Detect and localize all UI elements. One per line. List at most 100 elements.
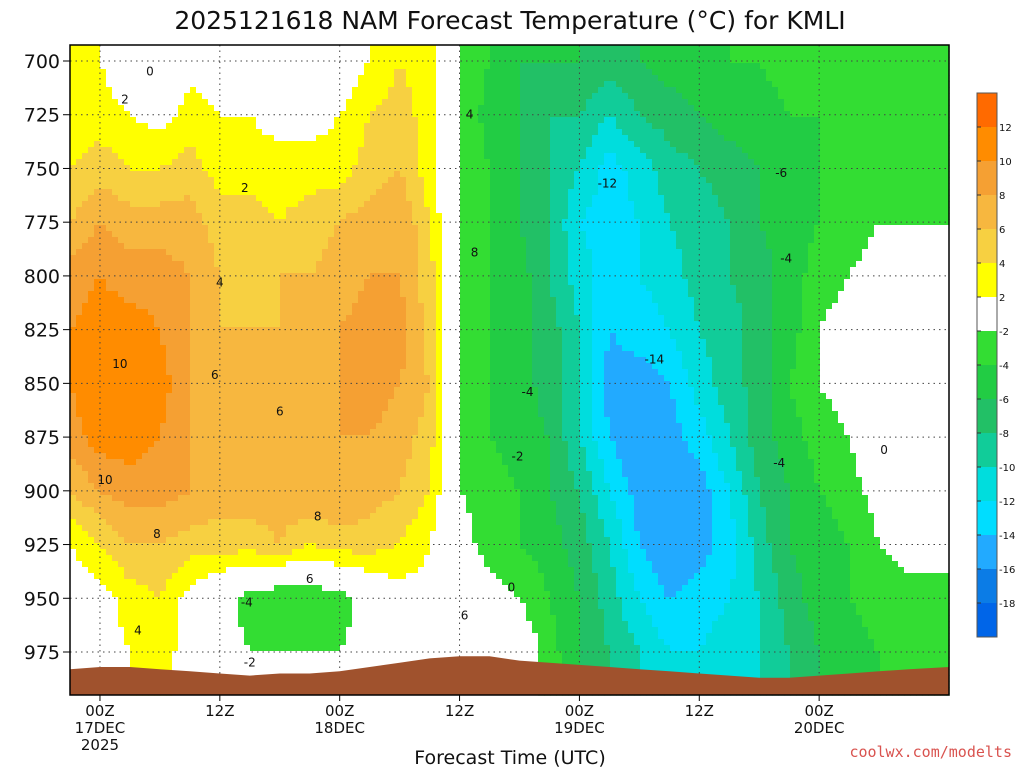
temperature-cell (340, 519, 347, 526)
temperature-cell (88, 237, 95, 244)
temperature-cell (76, 195, 83, 202)
temperature-cell (220, 129, 227, 136)
temperature-cell (280, 369, 287, 376)
temperature-cell (232, 189, 239, 196)
temperature-cell (106, 411, 113, 418)
temperature-cell (70, 411, 77, 418)
temperature-cell (94, 171, 101, 178)
temperature-cell (250, 453, 257, 460)
temperature-cell (94, 513, 101, 520)
temperature-cell (112, 135, 119, 142)
temperature-cell (214, 609, 221, 616)
temperature-cell (304, 75, 311, 82)
temperature-cell (268, 561, 275, 568)
temperature-cell (298, 381, 305, 388)
temperature-cell (340, 363, 347, 370)
temperature-cell (340, 339, 347, 346)
temperature-cell (256, 627, 263, 634)
temperature-cell (94, 45, 101, 52)
temperature-cell (166, 585, 173, 592)
temperature-cell (190, 249, 197, 256)
temperature-cell (154, 129, 161, 136)
temperature-cell (196, 609, 203, 616)
temperature-cell (202, 291, 209, 298)
temperature-cell (160, 87, 167, 94)
temperature-cell (238, 177, 245, 184)
temperature-cell (262, 63, 269, 70)
temperature-cell (124, 195, 131, 202)
temperature-cell (250, 591, 257, 598)
temperature-cell (304, 321, 311, 328)
temperature-cell (268, 663, 275, 670)
temperature-cell (130, 663, 137, 670)
temperature-cell (118, 51, 125, 58)
temperature-cell (262, 609, 269, 616)
temperature-cell (166, 543, 173, 550)
temperature-cell (256, 213, 263, 220)
temperature-cell (166, 231, 173, 238)
temperature-cell (250, 627, 257, 634)
temperature-cell (316, 267, 323, 274)
temperature-cell (292, 249, 299, 256)
temperature-cell (232, 351, 239, 358)
temperature-cell (214, 75, 221, 82)
temperature-cell (178, 531, 185, 538)
temperature-cell (94, 177, 101, 184)
temperature-cell (250, 471, 257, 478)
temperature-cell (160, 51, 167, 58)
temperature-cell (328, 579, 335, 586)
temperature-cell (274, 567, 281, 574)
temperature-cell (316, 507, 323, 514)
temperature-cell (112, 351, 119, 358)
temperature-cell (112, 183, 119, 190)
temperature-cell (262, 585, 269, 592)
temperature-cell (190, 75, 197, 82)
temperature-cell (322, 537, 329, 544)
temperature-cell (298, 177, 305, 184)
temperature-cell (334, 471, 341, 478)
temperature-cell (274, 159, 281, 166)
temperature-cell (250, 477, 257, 484)
temperature-cell (172, 285, 179, 292)
temperature-cell (340, 435, 347, 442)
temperature-cell (130, 237, 137, 244)
temperature-cell (88, 45, 95, 52)
temperature-cell (190, 663, 197, 670)
temperature-cell (280, 117, 287, 124)
temperature-cell (310, 75, 317, 82)
temperature-cell (280, 81, 287, 88)
temperature-cell (82, 513, 89, 520)
temperature-cell (190, 81, 197, 88)
temperature-cell (250, 339, 257, 346)
temperature-cell (130, 87, 137, 94)
temperature-cell (274, 63, 281, 70)
temperature-cell (130, 657, 137, 664)
temperature-cell (106, 585, 113, 592)
temperature-cell (124, 435, 131, 442)
temperature-cell (112, 243, 119, 250)
temperature-cell (76, 513, 83, 520)
temperature-cell (316, 615, 323, 622)
temperature-cell (322, 579, 329, 586)
temperature-cell (244, 531, 251, 538)
temperature-cell (214, 171, 221, 178)
temperature-cell (118, 369, 125, 376)
temperature-cell (112, 309, 119, 316)
temperature-cell (142, 441, 149, 448)
temperature-cell (292, 405, 299, 412)
temperature-cell (190, 225, 197, 232)
temperature-cell (100, 255, 107, 262)
temperature-cell (82, 411, 89, 418)
temperature-cell (220, 447, 227, 454)
temperature-cell (148, 219, 155, 226)
temperature-cell (70, 609, 77, 616)
temperature-cell (82, 405, 89, 412)
temperature-cell (280, 165, 287, 172)
temperature-cell (70, 327, 77, 334)
temperature-cell (76, 159, 83, 166)
temperature-cell (118, 297, 125, 304)
temperature-cell (112, 405, 119, 412)
temperature-cell (160, 297, 167, 304)
temperature-cell (160, 579, 167, 586)
temperature-cell (280, 303, 287, 310)
